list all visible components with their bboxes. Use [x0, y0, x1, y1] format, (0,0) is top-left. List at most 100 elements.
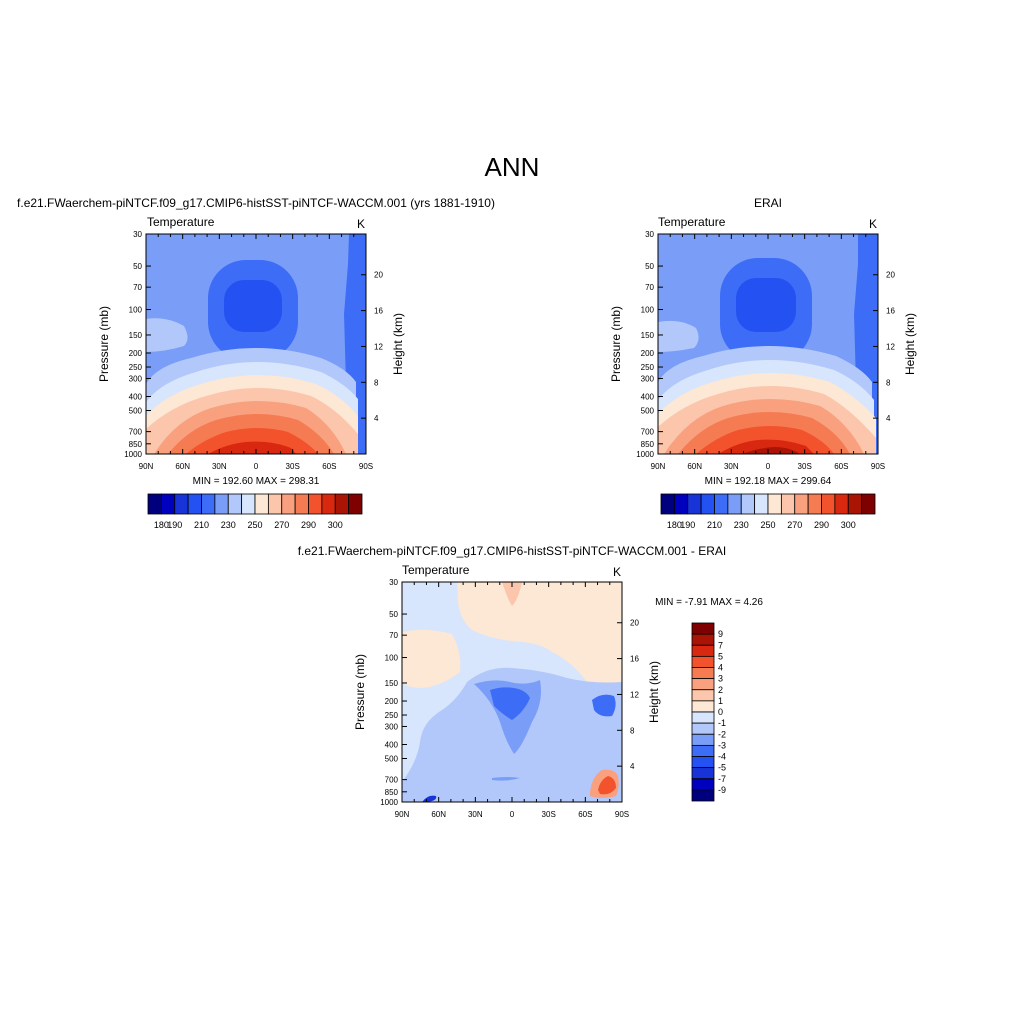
colorbar-swatch — [227, 493, 243, 515]
y-tick-label: 50 — [389, 610, 398, 619]
y-tick-label: 400 — [129, 393, 143, 402]
y2-tick-label: 8 — [374, 378, 379, 387]
y-tick-label: 500 — [641, 407, 655, 416]
colorbar-label: 300 — [841, 520, 856, 530]
unit-label-diff: K — [613, 565, 621, 579]
x-tick-label: 30S — [286, 462, 300, 471]
y-tick-label: 50 — [645, 262, 654, 271]
y-tick-label: 200 — [641, 349, 655, 358]
y-tick-label: 70 — [389, 631, 398, 640]
colorbar-swatch — [673, 493, 689, 515]
y-tick-label: 1000 — [124, 450, 142, 459]
x-tick-label: 60S — [322, 462, 336, 471]
y-tick-label: 200 — [129, 349, 143, 358]
colorbar-swatch — [794, 493, 809, 515]
colorbar-swatch — [267, 493, 283, 515]
colorbar-swatch — [334, 493, 350, 515]
colorbar-swatch — [691, 689, 715, 702]
y2-axis-title-model: Height (km) — [391, 313, 405, 375]
colorbar-label: -5 — [718, 763, 726, 773]
colorbar-label: 1 — [718, 696, 723, 706]
y-tick-label: 70 — [133, 283, 142, 292]
colorbar-swatch — [187, 493, 202, 515]
y-axis-title-diff: Pressure (mb) — [353, 654, 367, 730]
colorbar-swatch — [714, 493, 729, 515]
variable-label-model: Temperature — [147, 215, 215, 229]
colorbar-swatch — [847, 493, 863, 515]
colorbar-label: -4 — [718, 752, 726, 762]
colorbar-label: -3 — [718, 740, 726, 750]
y2-axis-title-diff: Height (km) — [647, 661, 661, 723]
colorbar-swatch — [834, 493, 849, 515]
unit-label-obs: K — [869, 217, 877, 231]
colorbar-label: 0 — [718, 707, 723, 717]
colorbar-label: 210 — [707, 520, 722, 530]
colorbar-swatch — [754, 493, 769, 515]
colorbar-swatch — [807, 493, 822, 515]
y2-tick-label: 12 — [886, 342, 895, 351]
colorbar-label: 9 — [718, 629, 723, 639]
colorbar-swatch — [780, 493, 796, 515]
y-tick-label: 500 — [129, 407, 143, 416]
y-tick-label: 250 — [385, 711, 399, 720]
y2-tick-label: 20 — [886, 271, 895, 280]
y-axis-title-model: Pressure (mb) — [97, 306, 111, 382]
y-tick-label: 30 — [645, 230, 654, 239]
x-tick-label: 90N — [139, 462, 154, 471]
y-tick-label: 30 — [133, 230, 142, 239]
colorbar-label: 290 — [301, 520, 316, 530]
y2-tick-label: 8 — [886, 378, 891, 387]
colorbar-swatch — [281, 493, 296, 515]
colorbar-swatch — [321, 493, 336, 515]
colorbar-swatch — [691, 722, 715, 735]
panel-model: f.e21.FWaerchem-piNTCF.f09_g17.CMIP6-his… — [17, 196, 495, 530]
colorbar-swatch — [691, 633, 715, 646]
y-tick-label: 250 — [641, 363, 655, 372]
colorbar-swatch — [201, 493, 216, 515]
colorbar-label: 4 — [718, 663, 723, 673]
colorbar-swatch — [160, 493, 176, 515]
x-tick-label: 90N — [651, 462, 666, 471]
colorbar-swatch — [691, 789, 715, 802]
panel-diff: f.e21.FWaerchem-piNTCF.f09_g17.CMIP6-his… — [298, 544, 764, 819]
panel-title-obs: ERAI — [754, 196, 782, 210]
colorbar-label: 290 — [814, 520, 829, 530]
colorbar-swatch — [691, 733, 715, 746]
y-tick-label: 300 — [641, 374, 655, 383]
colorbar-swatch — [740, 493, 756, 515]
panel-title-model: f.e21.FWaerchem-piNTCF.f09_g17.CMIP6-his… — [17, 196, 495, 210]
y2-axis-title-obs: Height (km) — [903, 313, 917, 375]
colorbar-swatch — [727, 493, 742, 515]
colorbar-swatch — [254, 493, 269, 515]
x-tick-label: 90S — [615, 810, 629, 819]
colorbar-label: 210 — [194, 520, 209, 530]
y-tick-label: 70 — [645, 283, 654, 292]
colorbar-swatch — [691, 700, 715, 713]
colorbar-swatch — [691, 744, 715, 757]
colorbar-swatch — [691, 678, 715, 691]
x-tick-label: 30N — [212, 462, 227, 471]
colorbar-swatch — [660, 493, 675, 515]
colorbar-label: 3 — [718, 674, 723, 684]
colorbar-label: 5 — [718, 651, 723, 661]
y-tick-label: 50 — [133, 262, 142, 271]
y2-tick-label: 4 — [886, 414, 891, 423]
x-axis-ticks-diff: 90N 60N 30N 0 30S 60S 90S — [395, 582, 629, 819]
x-tick-label: 60N — [431, 810, 446, 819]
colorbar-swatch — [214, 493, 229, 515]
unit-label-model: K — [357, 217, 365, 231]
colorbar-label: 250 — [760, 520, 775, 530]
colorbar-label: 180 — [154, 520, 169, 530]
x-tick-label: 60S — [578, 810, 592, 819]
y2-tick-label: 20 — [374, 271, 383, 280]
colorbar-swatch — [294, 493, 309, 515]
x-tick-label: 90N — [395, 810, 410, 819]
y-tick-label: 250 — [129, 363, 143, 372]
y-tick-label: 150 — [129, 331, 143, 340]
stats-label-obs: MIN = 192.18 MAX = 299.64 — [705, 476, 832, 487]
x-axis-ticks-obs: 90N 60N 30N 0 30S 60S 90S — [651, 234, 885, 471]
